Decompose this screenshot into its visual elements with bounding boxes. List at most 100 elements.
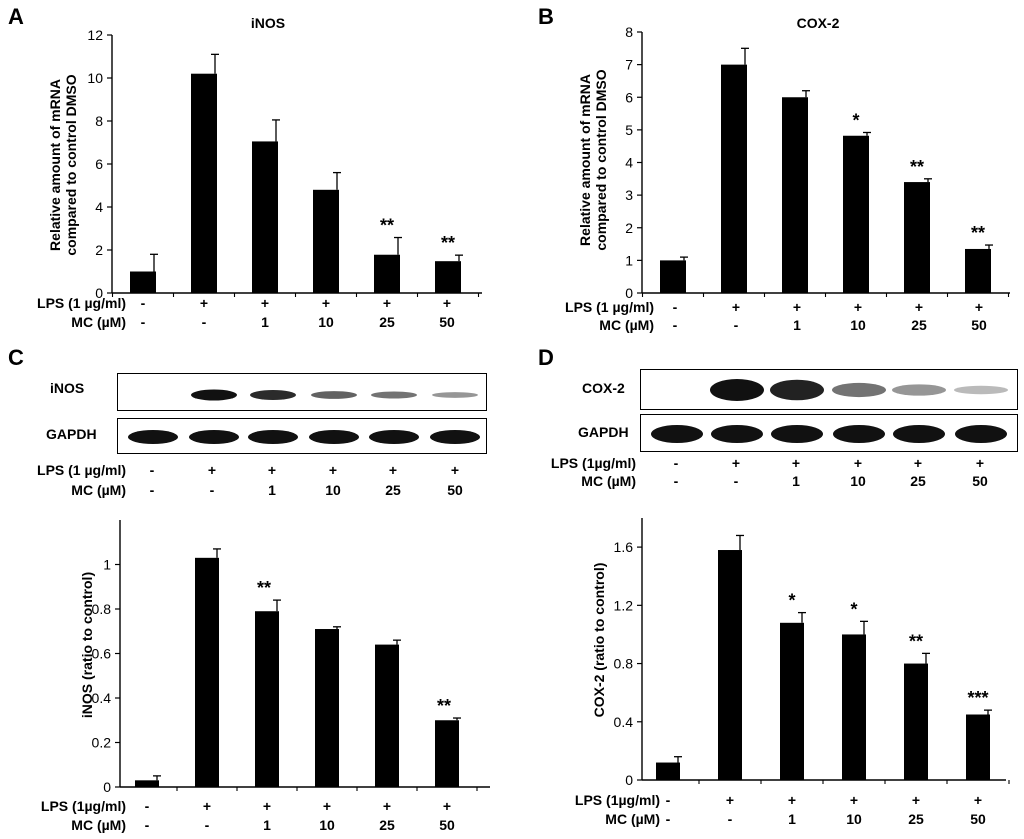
y-tick-label-b: 7 [625, 57, 633, 73]
y-tick-label-b: 1 [625, 252, 633, 268]
bar-d-3 [842, 634, 866, 780]
mc-label-a: MC (µM) [71, 314, 126, 330]
lps-value-d-0: - [665, 792, 671, 808]
mc-value-dblot-5: 50 [972, 473, 988, 489]
y-tick-label-d: 0.4 [614, 714, 634, 730]
band-gapdh-d-1 [711, 425, 763, 443]
mc-value-d-2: 1 [788, 811, 796, 827]
significance-d-3: * [850, 599, 857, 619]
lps-value-b-2: + [792, 299, 802, 315]
bar-a-4 [374, 254, 400, 293]
lps-value-c-4: + [382, 798, 392, 814]
y-tick-label-a: 2 [95, 242, 103, 258]
lps-value-cblot-3: + [328, 462, 338, 478]
bar-b-4 [904, 182, 930, 293]
mc-value-a-2: 1 [261, 314, 269, 330]
bar-b-5 [965, 248, 991, 293]
mc-value-a-4: 25 [379, 314, 395, 330]
significance-a-4: ** [380, 216, 394, 236]
band-gapdh-c-4 [369, 430, 419, 444]
y-tick-label-b: 0 [625, 285, 633, 300]
chart-title-b: COX-2 [797, 15, 840, 31]
y-axis-label-d: COX-2 (ratio to control) [591, 563, 607, 718]
lps-value-c-0: - [144, 798, 150, 814]
lps-value-a-1: + [199, 295, 209, 311]
y-tick-label-d: 0.8 [614, 656, 634, 672]
mc-value-a-0: - [140, 314, 146, 330]
band-gapdh-c-0 [128, 430, 178, 444]
band-gapdh-c-1 [189, 430, 239, 444]
lps-value-dblot-3: + [853, 455, 863, 471]
y-tick-label-c: 0.8 [92, 601, 112, 617]
mc-value-b-1: - [733, 317, 739, 333]
significance-d-5: *** [967, 688, 988, 708]
mc-value-c-5: 50 [439, 817, 455, 833]
mc-value-a-1: - [201, 314, 207, 330]
y-tick-label-b: 2 [625, 220, 633, 236]
blot-gapdh-c [117, 418, 487, 454]
mc-value-cblot-4: 25 [385, 482, 401, 498]
panel-letter-b: B [538, 4, 554, 29]
mc-value-b-2: 1 [793, 317, 801, 333]
y-axis-label-a: Relative amount of mRNA [47, 79, 63, 251]
band-cox2-5 [954, 385, 1008, 395]
mc-value-d-5: 50 [970, 811, 986, 827]
blot-label-inos: iNOS [50, 380, 85, 396]
significance-c-5: ** [437, 696, 451, 716]
bar-a-3 [313, 189, 339, 293]
lps-value-a-0: - [140, 295, 146, 311]
band-cox2-1 [710, 379, 764, 401]
chart-a: 0 2 4 6 8 10 12 ** ** iNOS Relative amount of mRNA… [47, 15, 482, 300]
lps-label-d: LPS (1µg/ml) [574, 792, 660, 808]
lps-value-cblot-1: + [207, 462, 217, 478]
lps-value-dblot-0: - [673, 455, 679, 471]
blot-gapdh-d [640, 414, 1018, 452]
y-tick-label-a: 0 [95, 285, 103, 300]
significance-d-4: ** [909, 631, 923, 651]
blot-label-cox2: COX-2 [582, 380, 625, 396]
lps-value-d-5: + [973, 792, 983, 808]
lps-value-d-2: + [787, 792, 797, 808]
band-gapdh-d-0 [651, 425, 703, 443]
chart-title-a: iNOS [251, 15, 285, 31]
y-tick-label-a: 6 [95, 156, 103, 172]
lps-value-cblot-0: - [149, 462, 155, 478]
band-inos-3 [311, 391, 357, 399]
lps-value-cblot-5: + [450, 462, 460, 478]
lps-value-b-5: + [974, 299, 984, 315]
chart-d: 00.40.81.21.6* ******COX-2 (ratio to cont… [591, 518, 1010, 788]
bar-d-2 [780, 622, 804, 780]
panel-letter-d: D [538, 345, 554, 370]
mc-value-c-1: - [204, 817, 210, 833]
lps-value-dblot-4: + [913, 455, 923, 471]
y-tick-label-b: 8 [625, 24, 633, 40]
mc-value-b-0: - [672, 317, 678, 333]
bar-c-3 [315, 629, 339, 787]
blot-inos [117, 373, 487, 411]
mc-value-c-3: 10 [319, 817, 335, 833]
mc-value-dblot-0: - [673, 473, 679, 489]
bar-d-4 [904, 663, 928, 780]
band-cox2-4 [892, 384, 946, 396]
bar-d-5 [966, 714, 990, 780]
mc-value-d-1: - [727, 811, 733, 827]
lps-value-d-4: + [911, 792, 921, 808]
bar-b-2 [782, 97, 808, 293]
chart-c: 0 0.2 0.4 0.6 0.8 1 ** ** iNOS (ratio to control… [79, 520, 490, 795]
significance-b-5: ** [971, 223, 985, 243]
y-tick-label-c: 0.4 [92, 690, 112, 706]
band-inos-1 [191, 389, 237, 401]
lps-value-b-1: + [731, 299, 741, 315]
band-cox2-2 [770, 379, 824, 401]
lps-label-c-blot: LPS (1 µg/ml) [37, 462, 126, 478]
lps-value-b-0: - [672, 299, 678, 315]
y-tick-label-b: 6 [625, 89, 633, 105]
mc-value-d-4: 25 [908, 811, 924, 827]
lps-value-b-4: + [914, 299, 924, 315]
bar-b-1 [721, 64, 747, 293]
y-tick-label-b: 4 [625, 155, 633, 171]
bar-c-1 [195, 557, 219, 787]
lps-value-a-3: + [321, 295, 331, 311]
band-inos-4 [371, 391, 417, 399]
